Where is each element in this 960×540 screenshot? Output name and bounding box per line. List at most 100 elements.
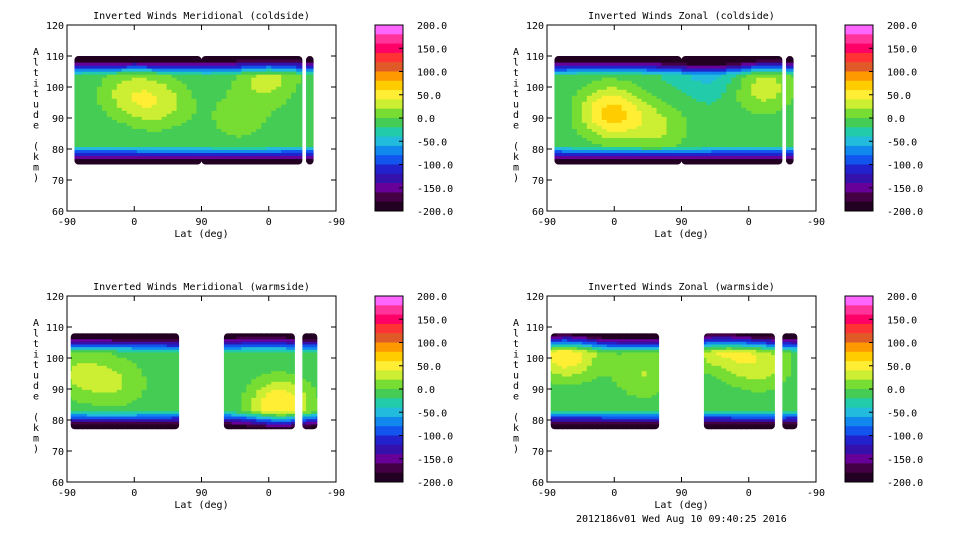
colorbar-swatch bbox=[375, 333, 403, 343]
colorbar-swatch bbox=[845, 90, 873, 100]
colorbar-swatch bbox=[375, 164, 403, 175]
y-tick-label: 110 bbox=[46, 323, 64, 334]
chart-panel-4: Inverted Winds Zonal (warmside) 60 70 80 90 1… bbox=[513, 282, 923, 511]
x-axis-label: Lat (deg) bbox=[654, 229, 708, 240]
y-tick-label: 70 bbox=[52, 447, 64, 458]
colorbar-swatch bbox=[375, 183, 403, 193]
colorbar-swatch bbox=[375, 472, 403, 483]
colorbar-label: -50.0 bbox=[417, 137, 447, 148]
colorbar-label: 150.0 bbox=[887, 44, 917, 55]
colorbar-label: 0.0 bbox=[417, 114, 435, 125]
y-tick-label: 120 bbox=[526, 21, 544, 32]
colorbar-swatch bbox=[845, 99, 873, 110]
x-tick-label: 90 bbox=[675, 217, 687, 228]
y-tick-label: 90 bbox=[52, 114, 64, 125]
y-tick-label: 100 bbox=[46, 83, 64, 94]
x-tick-label: 90 bbox=[195, 217, 207, 228]
y-tick-label: 80 bbox=[532, 416, 544, 427]
colorbar-swatch bbox=[375, 296, 403, 306]
chart-title: Inverted Winds Zonal (warmside) bbox=[588, 282, 775, 293]
colorbar-swatch bbox=[845, 52, 873, 63]
y-tick-label: 90 bbox=[52, 385, 64, 396]
chart-panel-1: Inverted Winds Meridional (coldside) 60 70… bbox=[33, 11, 453, 240]
y-tick-label: 100 bbox=[526, 83, 544, 94]
colorbar-swatch bbox=[845, 43, 873, 54]
y-tick-label: 120 bbox=[526, 292, 544, 303]
colorbar-swatch bbox=[375, 62, 403, 72]
colorbar-swatch bbox=[845, 127, 873, 138]
colorbar-label: -200.0 bbox=[887, 478, 923, 489]
colorbar-swatch bbox=[375, 71, 403, 82]
colorbar-swatch bbox=[845, 323, 873, 334]
y-tick-label: 90 bbox=[532, 385, 544, 396]
y-tick-label: 70 bbox=[532, 447, 544, 458]
colorbar-label: 100.0 bbox=[887, 68, 917, 79]
colorbar-swatch bbox=[845, 62, 873, 72]
colorbar-label: -50.0 bbox=[887, 137, 917, 148]
colorbar-swatch bbox=[375, 155, 403, 165]
chart-title: Inverted Winds Meridional (coldside) bbox=[93, 11, 310, 22]
x-tick-label: 0 bbox=[746, 488, 752, 499]
y-tick-label: 60 bbox=[52, 478, 64, 489]
x-axis-label: Lat (deg) bbox=[174, 229, 228, 240]
colorbar-swatch bbox=[375, 118, 403, 128]
colorbar-swatch bbox=[375, 52, 403, 63]
colorbar-swatch bbox=[375, 379, 403, 390]
colorbar-swatch bbox=[375, 463, 403, 474]
contour-field bbox=[74, 56, 314, 165]
colorbar-label: -50.0 bbox=[417, 408, 447, 419]
colorbar-swatch bbox=[375, 426, 403, 436]
colorbar-label: -200.0 bbox=[887, 207, 923, 218]
colorbar-label: -100.0 bbox=[417, 161, 453, 172]
colorbar-swatch bbox=[845, 407, 873, 418]
colorbar-swatch bbox=[845, 454, 873, 464]
colorbar-label: -150.0 bbox=[417, 184, 453, 195]
colorbar-swatch bbox=[845, 370, 873, 381]
x-tick-label: -90 bbox=[807, 217, 825, 228]
colorbar-label: -150.0 bbox=[887, 184, 923, 195]
y-tick-label: 80 bbox=[52, 416, 64, 427]
y-tick-label: 80 bbox=[52, 145, 64, 156]
colorbar-swatch bbox=[375, 25, 403, 35]
colorbar-swatch bbox=[845, 314, 873, 325]
chart-title: Inverted Winds Zonal (coldside) bbox=[588, 11, 775, 22]
colorbar-swatch bbox=[845, 342, 873, 353]
x-tick-label: 0 bbox=[131, 217, 137, 228]
colorbar-swatch bbox=[375, 407, 403, 418]
colorbar-swatch bbox=[845, 164, 873, 175]
y-tick-label: 70 bbox=[532, 176, 544, 187]
colorbar-swatch bbox=[375, 389, 403, 399]
x-tick-label: 0 bbox=[131, 488, 137, 499]
chart-panel-3: Inverted Winds Meridional (warmside) 60 70… bbox=[33, 282, 453, 511]
colorbar-label: -100.0 bbox=[417, 432, 453, 443]
colorbar-swatch bbox=[845, 173, 873, 184]
y-tick-label: 60 bbox=[532, 478, 544, 489]
colorbar-swatch bbox=[375, 435, 403, 446]
x-axis-label: Lat (deg) bbox=[654, 500, 708, 511]
colorbar-swatch bbox=[375, 108, 403, 119]
colorbar-swatch bbox=[845, 80, 873, 91]
y-tick-label: 110 bbox=[526, 52, 544, 63]
colorbar-label: 50.0 bbox=[887, 91, 911, 102]
colorbar-swatch bbox=[845, 444, 873, 455]
colorbar-swatch bbox=[375, 34, 403, 45]
chart-panel-2: Inverted Winds Zonal (coldside) 60 70 80 90 1… bbox=[513, 11, 923, 240]
y-tick-label: 80 bbox=[532, 145, 544, 156]
colorbar-swatch bbox=[845, 192, 873, 203]
y-tick-label: 100 bbox=[46, 354, 64, 365]
y-tick-label: 60 bbox=[532, 207, 544, 218]
colorbar-label: 100.0 bbox=[417, 68, 447, 79]
colorbar-swatch bbox=[375, 201, 403, 212]
x-tick-label: 0 bbox=[266, 217, 272, 228]
colorbar: 200.0 150.0 100.0 50.0 0.0 -50.0 -100.0 -150.0 -… bbox=[374, 21, 453, 218]
colorbar-swatch bbox=[845, 416, 873, 427]
x-tick-label: -90 bbox=[538, 488, 556, 499]
colorbar-swatch bbox=[375, 127, 403, 138]
contour-field bbox=[70, 333, 318, 430]
colorbar-swatch bbox=[375, 305, 403, 316]
colorbar-label: 100.0 bbox=[887, 339, 917, 350]
colorbar-swatch bbox=[845, 398, 873, 409]
